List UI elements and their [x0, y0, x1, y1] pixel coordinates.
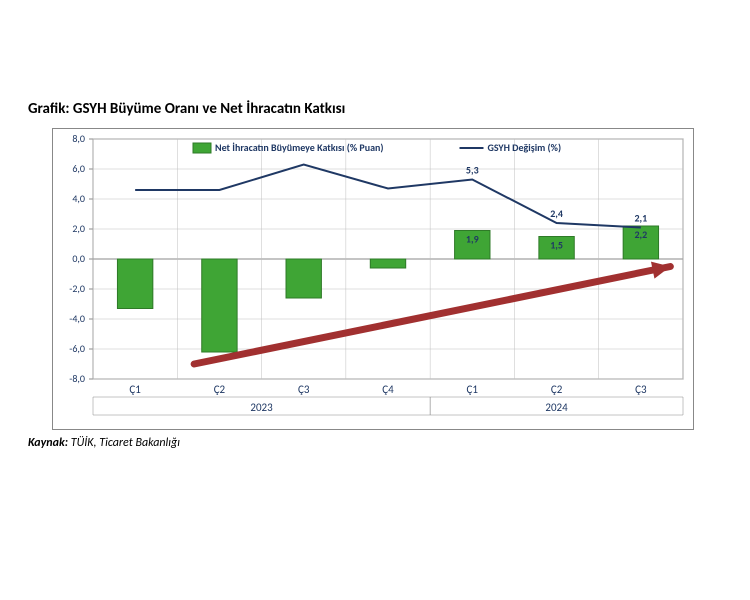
x-category-label: Ç2 [551, 383, 563, 396]
y-tick-label: 2,0 [72, 222, 85, 235]
line-value-label: 2,1 [634, 212, 647, 225]
x-category-label: Ç1 [467, 383, 479, 396]
legend-label: Net İhracatın Büyümeye Katkısı (% Puan) [215, 141, 384, 154]
y-tick-label: 6,0 [72, 162, 85, 175]
line-value-label: 2,4 [550, 207, 563, 220]
bar-value-label: 1,5 [550, 239, 563, 252]
y-tick-label: -4,0 [69, 312, 85, 325]
x-category-label: Ç3 [298, 383, 310, 396]
x-category-label: Ç1 [129, 383, 141, 396]
x-category-label: Ç2 [214, 383, 226, 396]
chart-area: -8,0 -6,0 -4,0 -2,0 0,0 2,0 4,0 6,0 8,0 Ç1 Ç2 Ç3 Ç4 Ç… [52, 128, 694, 430]
line-value-label: 5,3 [466, 164, 479, 177]
bar [370, 259, 405, 268]
x-year-label: 2023 [250, 401, 273, 414]
bar [202, 259, 237, 352]
legend-swatch [193, 143, 211, 153]
y-tick-label: -8,0 [69, 372, 85, 385]
x-category-label: Ç4 [382, 383, 394, 396]
chart-svg: -8,0 -6,0 -4,0 -2,0 0,0 2,0 4,0 6,0 8,0 Ç1 Ç2 Ç3 Ç4 Ç… [53, 129, 693, 429]
x-year-label: 2024 [545, 401, 568, 414]
source-line: Kaynak: TÜİK, Ticaret Bakanlığı [28, 436, 180, 450]
bar [117, 259, 152, 309]
source-label: Kaynak: [28, 436, 68, 450]
bar-value-label: 2,2 [634, 228, 647, 241]
bar-value-label: 1,9 [466, 233, 479, 246]
line-series [135, 165, 641, 228]
bar [286, 259, 321, 298]
y-tick-label: -6,0 [69, 342, 85, 355]
y-tick-label: -2,0 [69, 282, 85, 295]
y-tick-label: 0,0 [72, 252, 85, 265]
y-tick-label: 8,0 [72, 132, 85, 145]
chart-title: Grafik: GSYH Büyüme Oranı ve Net İhracat… [28, 100, 345, 118]
legend-label: GSYH Değişim (%) [488, 141, 562, 154]
source-text: TÜİK, Ticaret Bakanlığı [71, 436, 180, 450]
y-tick-label: 4,0 [72, 192, 85, 205]
x-category-label: Ç3 [635, 383, 647, 396]
